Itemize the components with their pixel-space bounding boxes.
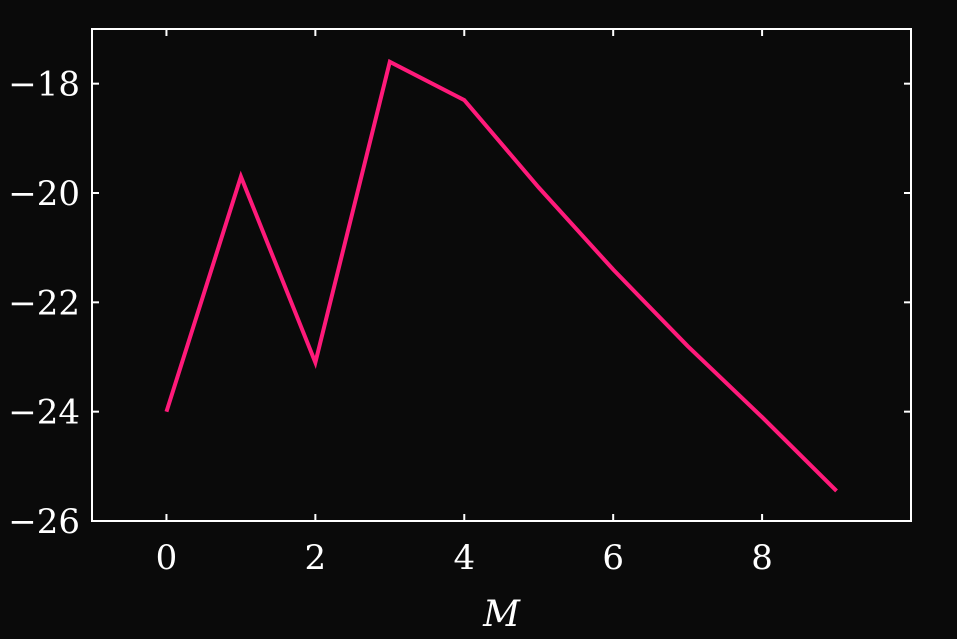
x-ticks: 0 2 4 6 8 (156, 29, 773, 578)
x-tick-label: 2 (305, 538, 327, 578)
x-tick-label: 0 (156, 538, 178, 578)
series-layer (164, 58, 838, 493)
x-tick-label: 8 (751, 538, 773, 578)
y-tick-label: −26 (8, 502, 80, 542)
x-tick-label: 6 (602, 538, 624, 578)
plot-frame (91, 28, 912, 522)
y-tick-label: −18 (8, 65, 80, 105)
x-axis-label: M (482, 594, 521, 635)
y-tick-label: −22 (8, 283, 80, 323)
y-tick-label: −20 (8, 174, 80, 214)
series-line (164, 58, 838, 493)
y-tick-label: −24 (8, 393, 80, 433)
x-tick-label: 4 (453, 538, 475, 578)
y-ticks: −26 −24 −22 −20 −18 (8, 65, 911, 542)
